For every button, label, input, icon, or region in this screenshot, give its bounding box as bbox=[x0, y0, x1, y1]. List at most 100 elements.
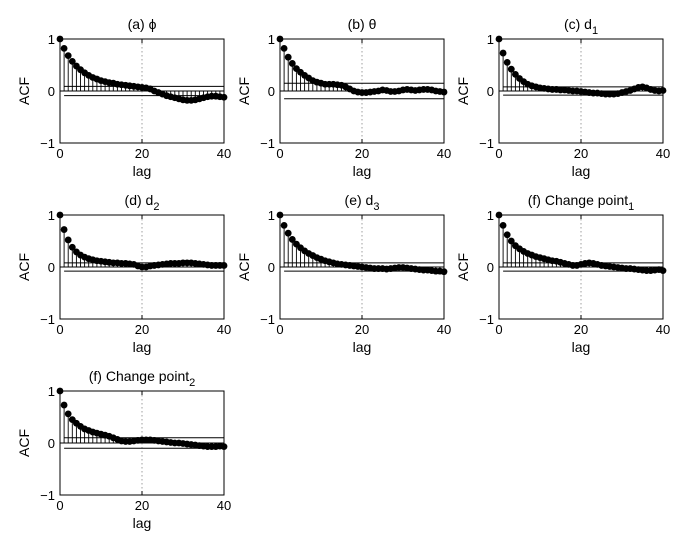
y-tick-label: 0 bbox=[48, 260, 55, 275]
acf-point bbox=[503, 59, 511, 66]
acf-point bbox=[503, 231, 511, 239]
acf-point bbox=[659, 87, 667, 94]
x-tick-label: 0 bbox=[276, 322, 283, 337]
acf-point bbox=[56, 35, 64, 43]
x-tick-label: 20 bbox=[574, 146, 588, 161]
acf-point bbox=[56, 211, 64, 219]
x-tick-label: 0 bbox=[56, 146, 63, 161]
panel-title-text: (b) θ bbox=[348, 16, 377, 32]
panel-title-subscript: 2 bbox=[189, 377, 195, 389]
panel-title-text: (d) d bbox=[125, 192, 154, 208]
y-axis-label: ACF bbox=[16, 429, 32, 457]
y-tick-label: −1 bbox=[40, 136, 55, 151]
x-tick-label: 20 bbox=[355, 322, 369, 337]
panel-title: (a) ϕ bbox=[128, 16, 157, 32]
x-axis-label: lag bbox=[572, 163, 591, 179]
x-axis-label: lag bbox=[572, 339, 591, 355]
y-axis-label: ACF bbox=[236, 77, 252, 105]
x-tick-label: 0 bbox=[495, 322, 502, 337]
y-tick-label: 1 bbox=[48, 32, 55, 47]
acf-point bbox=[507, 237, 515, 245]
acf-point bbox=[495, 211, 503, 219]
y-tick-label: −1 bbox=[479, 312, 494, 327]
acf-point bbox=[64, 410, 72, 418]
y-tick-label: 1 bbox=[487, 32, 494, 47]
y-tick-label: 0 bbox=[487, 84, 494, 99]
panel-title: (f) Change point1 bbox=[528, 192, 635, 213]
x-tick-label: 40 bbox=[437, 322, 451, 337]
panel-title: (f) Change point2 bbox=[89, 368, 196, 389]
acf-point bbox=[288, 236, 296, 243]
panel-title: (e) d3 bbox=[345, 192, 380, 213]
panel-title-text: (f) Change point bbox=[89, 368, 190, 384]
panel-title: (c) d1 bbox=[564, 16, 598, 37]
panel-title: (b) θ bbox=[348, 16, 377, 32]
acf-point bbox=[507, 65, 515, 73]
x-tick-label: 0 bbox=[495, 146, 502, 161]
y-tick-label: −1 bbox=[40, 312, 55, 327]
panel-title-text: (a) ϕ bbox=[128, 16, 157, 32]
panel-title-text: (c) d bbox=[564, 16, 592, 32]
x-tick-label: 40 bbox=[656, 322, 670, 337]
y-tick-label: 0 bbox=[48, 436, 55, 451]
y-axis-label: ACF bbox=[455, 77, 471, 105]
y-tick-label: −1 bbox=[479, 136, 494, 151]
acf-point bbox=[284, 229, 292, 237]
acf-point bbox=[659, 267, 667, 275]
x-tick-label: 0 bbox=[276, 146, 283, 161]
y-tick-label: 1 bbox=[48, 384, 55, 399]
panel-title-subscript: 1 bbox=[592, 25, 598, 37]
x-tick-label: 40 bbox=[217, 498, 231, 513]
acf-point bbox=[68, 57, 76, 65]
acf-point bbox=[288, 60, 296, 67]
x-tick-label: 40 bbox=[217, 322, 231, 337]
panel-title-text: (e) d bbox=[345, 192, 374, 208]
acf-point bbox=[60, 44, 68, 52]
x-tick-label: 20 bbox=[135, 146, 149, 161]
acf-point bbox=[220, 93, 228, 101]
acf-point bbox=[499, 49, 507, 57]
x-axis-label: lag bbox=[353, 163, 372, 179]
acf-point bbox=[68, 243, 76, 251]
acf-point bbox=[280, 222, 288, 229]
y-tick-label: 1 bbox=[48, 208, 55, 223]
acf-point bbox=[56, 387, 64, 395]
x-tick-label: 40 bbox=[656, 146, 670, 161]
y-axis-label: ACF bbox=[236, 253, 252, 281]
y-tick-label: 1 bbox=[487, 208, 494, 223]
x-tick-label: 40 bbox=[217, 146, 231, 161]
acf-point bbox=[60, 401, 68, 409]
x-tick-label: 20 bbox=[355, 146, 369, 161]
acf-point bbox=[499, 222, 507, 229]
acf-point bbox=[280, 44, 288, 52]
acf-point bbox=[64, 52, 72, 60]
acf-point bbox=[220, 443, 228, 451]
y-tick-label: 1 bbox=[268, 32, 275, 47]
acf-point bbox=[495, 35, 503, 43]
y-tick-label: 0 bbox=[268, 84, 275, 99]
x-axis-label: lag bbox=[353, 339, 372, 355]
x-tick-label: 20 bbox=[135, 498, 149, 513]
acf-point bbox=[276, 35, 284, 43]
y-tick-label: 0 bbox=[48, 84, 55, 99]
x-tick-label: 20 bbox=[135, 322, 149, 337]
acf-point bbox=[440, 88, 448, 96]
y-tick-label: 0 bbox=[268, 260, 275, 275]
x-tick-label: 0 bbox=[56, 322, 63, 337]
acf-point bbox=[220, 262, 228, 269]
acf-point bbox=[276, 211, 284, 219]
panel-title-subscript: 2 bbox=[153, 201, 159, 213]
x-tick-label: 20 bbox=[574, 322, 588, 337]
x-tick-label: 0 bbox=[56, 498, 63, 513]
x-tick-label: 40 bbox=[437, 146, 451, 161]
x-axis-label: lag bbox=[133, 163, 152, 179]
y-tick-label: 0 bbox=[487, 260, 494, 275]
x-axis-label: lag bbox=[133, 339, 152, 355]
